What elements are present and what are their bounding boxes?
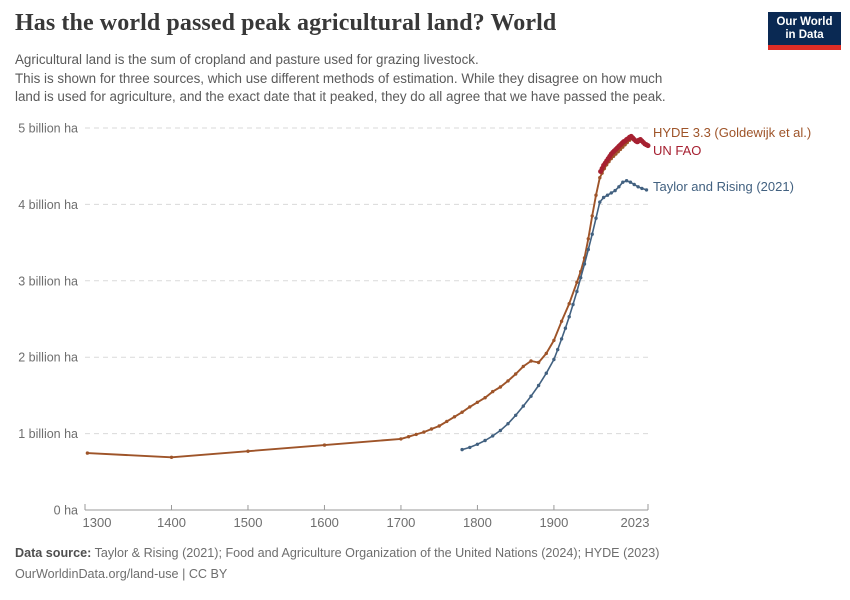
chart-subtitle: Agricultural land is the sum of cropland… <box>15 51 666 107</box>
owid-logo: Our World in Data <box>768 12 841 50</box>
svg-text:2 billion ha: 2 billion ha <box>18 351 78 365</box>
chart-footer: Data source: Taylor & Rising (2021); Foo… <box>15 543 660 585</box>
svg-text:1800: 1800 <box>463 515 492 530</box>
svg-text:1300: 1300 <box>83 515 112 530</box>
svg-text:1700: 1700 <box>386 515 415 530</box>
svg-text:4 billion ha: 4 billion ha <box>18 198 78 212</box>
svg-text:3 billion ha: 3 billion ha <box>18 274 78 288</box>
svg-text:1900: 1900 <box>539 515 568 530</box>
data-source-list: Taylor & Rising (2021); Food and Agricul… <box>94 546 660 560</box>
svg-text:1400: 1400 <box>157 515 186 530</box>
owid-logo-text: Our World in Data <box>768 12 841 45</box>
series-label-un-fao: UN FAO <box>653 143 702 158</box>
svg-text:1600: 1600 <box>310 515 339 530</box>
svg-text:2023: 2023 <box>621 515 650 530</box>
svg-text:0 ha: 0 ha <box>54 504 78 518</box>
owid-logo-red-bar <box>768 45 841 50</box>
series-label-taylor-rising: Taylor and Rising (2021) <box>653 179 794 194</box>
page-title: Has the world passed peak agricultural l… <box>15 10 557 36</box>
subtitle-line: land is used for agriculture, and the ex… <box>15 89 666 105</box>
data-source-line: Data source: Taylor & Rising (2021); Foo… <box>15 543 660 564</box>
license-line: OurWorldinData.org/land-use | CC BY <box>15 567 228 581</box>
svg-text:1 billion ha: 1 billion ha <box>18 427 78 441</box>
data-source-label: Data source: <box>15 546 92 560</box>
subtitle-line: This is shown for three sources, which u… <box>15 70 663 86</box>
svg-text:1500: 1500 <box>234 515 263 530</box>
series-label-hyde: HYDE 3.3 (Goldewijk et al.) <box>653 125 812 140</box>
subtitle-line: Agricultural land is the sum of cropland… <box>15 52 479 67</box>
svg-text:5 billion ha: 5 billion ha <box>18 122 78 136</box>
